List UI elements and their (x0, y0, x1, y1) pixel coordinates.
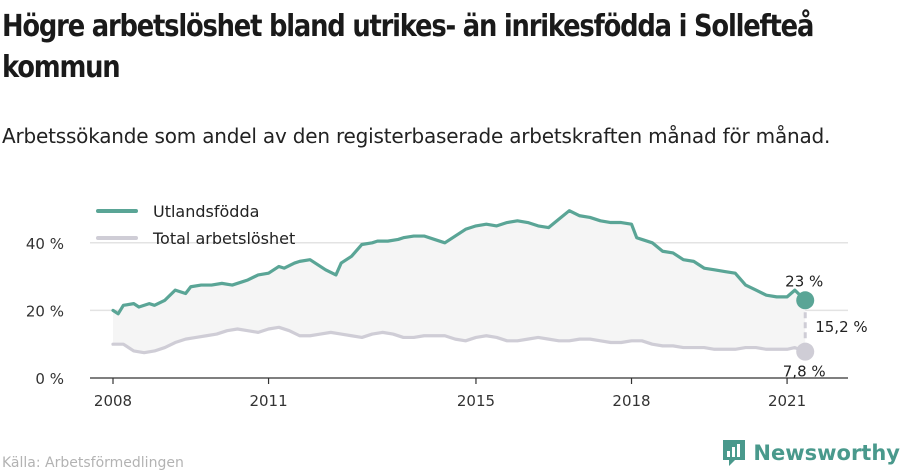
chart-subtitle: Arbetssökande som andel av den registerb… (2, 124, 831, 148)
newsworthy-logo-icon (723, 440, 746, 466)
end-label-total: 7,8 % (783, 363, 826, 381)
x-tick-label: 2021 (768, 392, 806, 410)
x-axis: 2008 2011 2015 2018 2021 (90, 377, 848, 410)
difference-band (113, 210, 806, 353)
y-tick-label: 40 % (26, 235, 64, 253)
y-tick-label: 20 % (26, 302, 64, 320)
gap-label: 15,2 % (815, 318, 867, 336)
end-marker-total (796, 342, 815, 361)
x-tick-label: 2011 (249, 392, 287, 410)
legend-label-total: Total arbetslöshet (152, 229, 295, 248)
end-marker-utlandsfodda (796, 291, 815, 310)
brand-logo: Newsworthy (721, 438, 900, 468)
legend: Utlandsfödda Total arbetslöshet (96, 202, 295, 248)
x-tick-label: 2018 (612, 392, 650, 410)
x-tick-label: 2015 (457, 392, 495, 410)
x-tick-label: 2008 (94, 392, 132, 410)
source-note: Källa: Arbetsförmedlingen (2, 455, 184, 471)
end-label-utlandsfodda: 23 % (785, 272, 823, 290)
series-line-total (111, 325, 807, 355)
y-tick-label: 0 % (35, 370, 64, 388)
y-axis-labels: 0 % 20 % 40 % (26, 235, 64, 388)
legend-label-utlandsfodda: Utlandsfödda (153, 202, 259, 221)
line-chart: 2008 2011 2015 2018 2021 0 % 20 % 40 % 23 % 7,… (26, 202, 868, 410)
chart-title: Högre arbetslöshet bland utrikes- än inr… (2, 9, 814, 85)
brand-name: Newsworthy (753, 441, 900, 465)
series-line-utlandsfodda (111, 209, 807, 316)
